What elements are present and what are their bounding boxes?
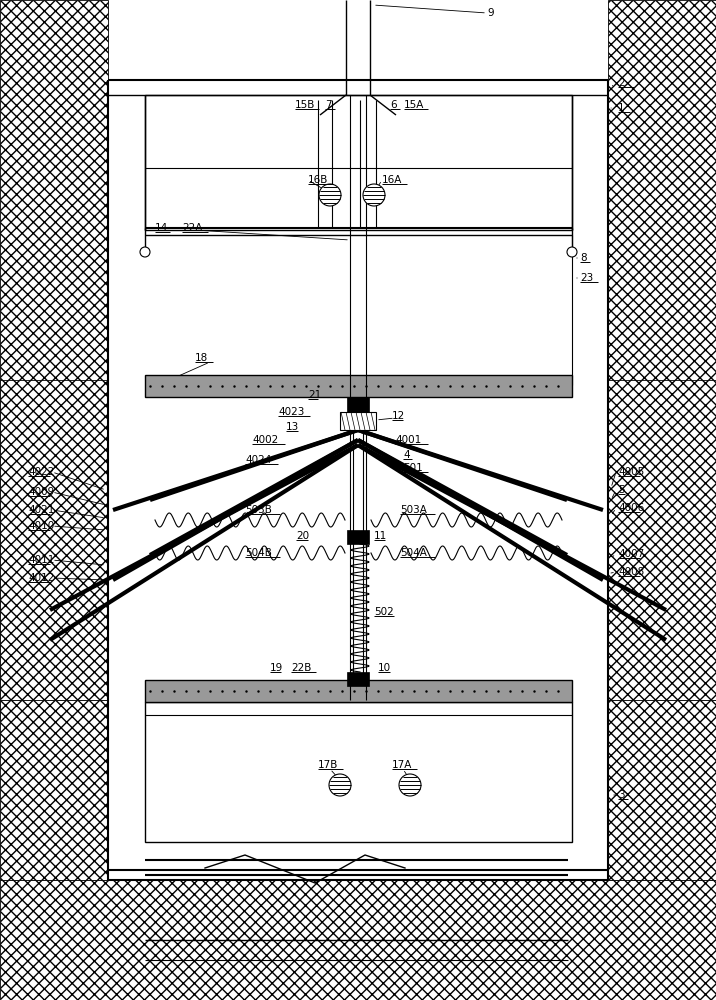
Bar [353, 430, 363, 675]
Text: 4005: 4005 [618, 467, 644, 477]
Text: 18: 18 [195, 353, 208, 363]
Bar [0, 880, 716, 1000]
Bar [347, 397, 369, 412]
Text: 17B: 17B [318, 760, 339, 770]
Text: 4002: 4002 [252, 435, 279, 445]
Bar [0, 700, 108, 880]
Text: 4010: 4010 [28, 521, 54, 531]
Text: 504A: 504A [400, 548, 427, 558]
Text: 4001: 4001 [395, 435, 421, 445]
Text: 4007: 4007 [618, 549, 644, 559]
Text: 2: 2 [618, 78, 624, 88]
Text: 14: 14 [155, 223, 168, 233]
Text: 502: 502 [374, 607, 394, 617]
Text: 12: 12 [392, 411, 405, 421]
Text: 5: 5 [618, 485, 624, 495]
Text: 15B: 15B [295, 100, 315, 110]
Bar [608, 700, 716, 880]
Circle shape [329, 774, 351, 796]
Bar [0, 0, 108, 720]
Bar [340, 412, 376, 430]
Text: 16B: 16B [308, 175, 329, 185]
Text: 1: 1 [618, 103, 624, 113]
Text: 4012: 4012 [28, 573, 54, 583]
Text: 4009: 4009 [28, 487, 54, 497]
Text: 23: 23 [580, 273, 594, 283]
Text: 4022: 4022 [28, 467, 54, 477]
Text: 4021: 4021 [28, 505, 54, 515]
Text: 10: 10 [378, 663, 391, 673]
Text: 4024: 4024 [245, 455, 271, 465]
Bar [347, 530, 369, 544]
Text: 4023: 4023 [278, 407, 304, 417]
Text: 15A: 15A [404, 100, 425, 110]
Text: 7: 7 [325, 100, 332, 110]
Text: 4006: 4006 [618, 503, 644, 513]
Text: 4008: 4008 [618, 567, 644, 577]
Circle shape [140, 247, 150, 257]
Text: 9: 9 [487, 8, 493, 18]
Circle shape [363, 184, 385, 206]
Bar [145, 702, 572, 842]
Text: 21: 21 [308, 390, 321, 400]
Text: 504B: 504B [245, 548, 272, 558]
Text: 16A: 16A [382, 175, 402, 185]
Bar [0, 380, 108, 700]
Circle shape [399, 774, 421, 796]
Bar [145, 375, 572, 397]
Text: 8: 8 [580, 253, 586, 263]
Circle shape [319, 184, 341, 206]
Text: 13: 13 [286, 422, 299, 432]
Text: 19: 19 [270, 663, 284, 673]
Bar [145, 95, 572, 230]
Text: 4011: 4011 [28, 555, 54, 565]
Text: 503A: 503A [400, 505, 427, 515]
Text: 4: 4 [403, 450, 410, 460]
Text: 11: 11 [374, 531, 387, 541]
Text: 22B: 22B [291, 663, 311, 673]
Text: 3: 3 [618, 790, 624, 800]
Text: 17A: 17A [392, 760, 412, 770]
Circle shape [567, 247, 577, 257]
Bar [108, 80, 608, 880]
Bar [608, 380, 716, 700]
Text: 503B: 503B [245, 505, 272, 515]
Text: 501: 501 [403, 463, 422, 473]
Text: 6: 6 [390, 100, 397, 110]
Text: 22A: 22A [182, 223, 203, 233]
Text: 20: 20 [296, 531, 309, 541]
Bar [145, 680, 572, 702]
Bar [608, 0, 716, 720]
Bar [347, 672, 369, 686]
